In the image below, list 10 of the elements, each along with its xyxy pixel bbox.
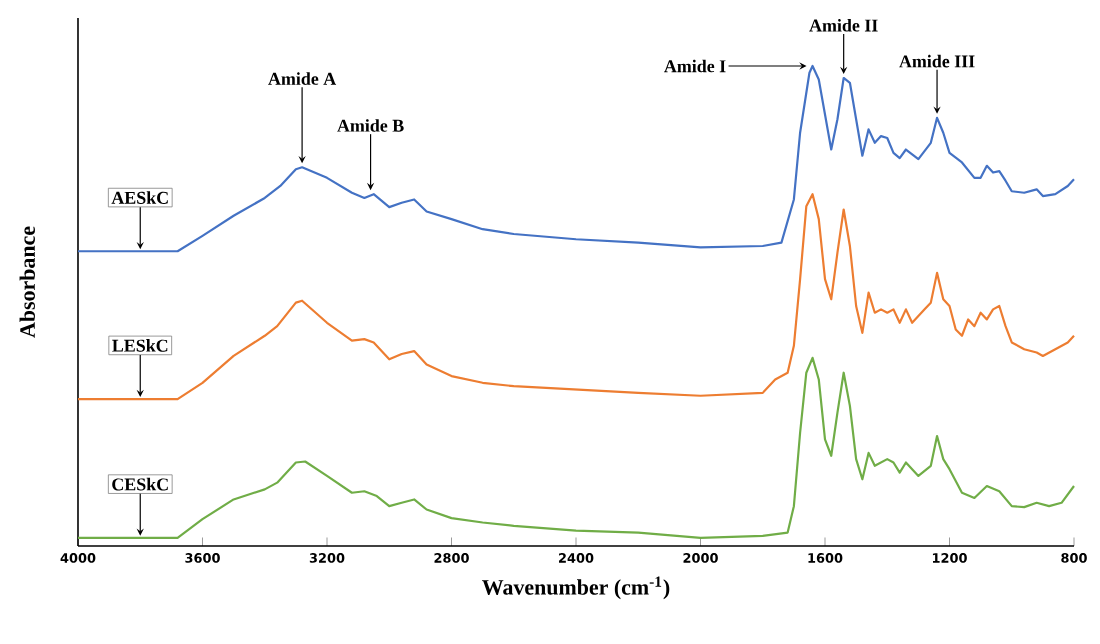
annotation: Amide III — [899, 54, 975, 68]
annotation: Amide A — [268, 72, 337, 85]
text: AESkC — [111, 191, 168, 204]
text: LESkC — [112, 339, 168, 352]
annotation: Amide II — [809, 18, 878, 32]
annotation: Amide B — [337, 119, 404, 132]
y-axis-title: Absorbance — [19, 226, 35, 338]
x-axis-title: Wavenumber (cm$^{-1}$) — [482, 576, 670, 600]
text: CESkC — [112, 477, 168, 491]
annotation: Amide I — [664, 59, 726, 73]
